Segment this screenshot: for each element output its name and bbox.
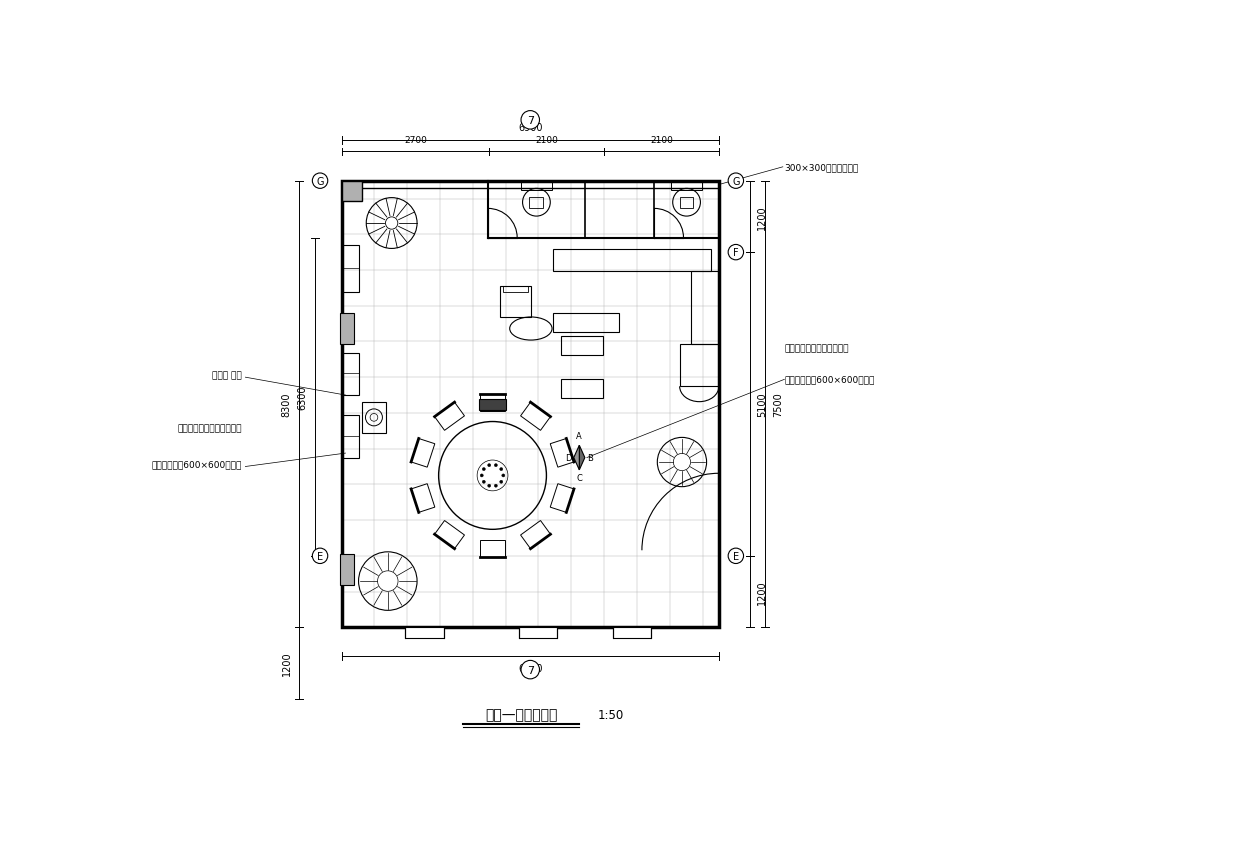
Text: A: A bbox=[577, 431, 582, 440]
Circle shape bbox=[728, 245, 744, 261]
Text: F: F bbox=[733, 248, 739, 258]
Text: 2700: 2700 bbox=[404, 136, 427, 146]
Polygon shape bbox=[411, 484, 434, 513]
Text: 包間—平面布置图: 包間—平面布置图 bbox=[484, 707, 557, 722]
Bar bbox=[500, 287, 530, 318]
Polygon shape bbox=[434, 521, 464, 549]
Text: 5100: 5100 bbox=[758, 392, 768, 417]
Text: 1200: 1200 bbox=[758, 579, 768, 604]
Text: 1:50: 1:50 bbox=[598, 708, 624, 722]
Circle shape bbox=[488, 464, 490, 467]
Bar bbox=[680, 198, 694, 209]
Circle shape bbox=[502, 475, 505, 477]
Bar bbox=[613, 628, 651, 638]
Bar bbox=[553, 314, 619, 333]
Circle shape bbox=[482, 468, 485, 471]
Text: 7500: 7500 bbox=[773, 392, 782, 417]
Circle shape bbox=[520, 112, 539, 130]
Text: D: D bbox=[565, 453, 572, 463]
Bar bbox=[529, 198, 543, 209]
Text: 300×300正方形标志牌: 300×300正方形标志牌 bbox=[784, 163, 859, 172]
Circle shape bbox=[488, 485, 490, 487]
Text: 左方杂项情况全是定制完成: 左方杂项情况全是定制完成 bbox=[177, 424, 242, 434]
Polygon shape bbox=[434, 403, 464, 431]
Polygon shape bbox=[574, 446, 579, 470]
Bar bbox=[339, 314, 354, 344]
Circle shape bbox=[499, 468, 503, 471]
Text: E: E bbox=[733, 551, 739, 561]
Bar bbox=[553, 250, 711, 272]
Text: 6300: 6300 bbox=[297, 385, 307, 410]
Text: 大理石展开才600×600卫生砂: 大理石展开才600×600卫生砂 bbox=[784, 375, 875, 384]
Bar bbox=[520, 183, 552, 191]
Bar bbox=[339, 555, 354, 585]
Polygon shape bbox=[520, 521, 550, 549]
Bar bbox=[691, 272, 719, 344]
Text: 7: 7 bbox=[527, 116, 534, 126]
Bar bbox=[503, 287, 528, 293]
Bar bbox=[362, 402, 387, 434]
Text: 左方杂项情况全是定制完成: 左方杂项情况全是定制完成 bbox=[784, 344, 849, 353]
Bar bbox=[560, 337, 603, 356]
Circle shape bbox=[312, 174, 328, 189]
Text: 电视柜 酒柜: 电视柜 酒柜 bbox=[212, 371, 242, 380]
Bar bbox=[342, 181, 719, 628]
Polygon shape bbox=[550, 439, 574, 468]
Text: B: B bbox=[588, 453, 593, 463]
Text: G: G bbox=[733, 176, 740, 187]
Circle shape bbox=[728, 549, 744, 564]
Circle shape bbox=[499, 481, 503, 484]
Polygon shape bbox=[550, 484, 574, 513]
Text: 1200: 1200 bbox=[282, 651, 292, 676]
Bar bbox=[519, 628, 557, 638]
Circle shape bbox=[480, 475, 483, 477]
Polygon shape bbox=[520, 403, 550, 431]
Bar bbox=[342, 246, 358, 292]
Circle shape bbox=[494, 485, 498, 487]
Text: 1200: 1200 bbox=[758, 204, 768, 229]
Bar bbox=[342, 181, 362, 201]
Bar bbox=[680, 344, 719, 387]
Text: 大理石展开才600×600卫生砂: 大理石展开才600×600卫生砂 bbox=[151, 460, 242, 469]
Circle shape bbox=[494, 464, 498, 467]
Circle shape bbox=[312, 549, 328, 564]
Text: 6900: 6900 bbox=[518, 664, 543, 674]
Polygon shape bbox=[579, 446, 585, 470]
Circle shape bbox=[482, 481, 485, 484]
Text: 6900: 6900 bbox=[518, 123, 543, 133]
Text: 2100: 2100 bbox=[535, 136, 558, 146]
Bar bbox=[342, 416, 358, 458]
Polygon shape bbox=[411, 439, 434, 468]
Bar bbox=[479, 400, 507, 411]
Text: 2100: 2100 bbox=[650, 136, 673, 146]
Polygon shape bbox=[480, 394, 505, 412]
Bar bbox=[406, 628, 444, 638]
Text: G: G bbox=[316, 176, 323, 187]
Text: 7: 7 bbox=[527, 665, 534, 675]
Text: C: C bbox=[577, 474, 583, 482]
Bar bbox=[671, 183, 701, 191]
Polygon shape bbox=[480, 540, 505, 557]
Bar bbox=[342, 354, 358, 395]
Text: E: E bbox=[317, 551, 323, 561]
Circle shape bbox=[728, 174, 744, 189]
Circle shape bbox=[520, 660, 539, 679]
Text: 8300: 8300 bbox=[282, 392, 292, 417]
Bar bbox=[560, 379, 603, 399]
